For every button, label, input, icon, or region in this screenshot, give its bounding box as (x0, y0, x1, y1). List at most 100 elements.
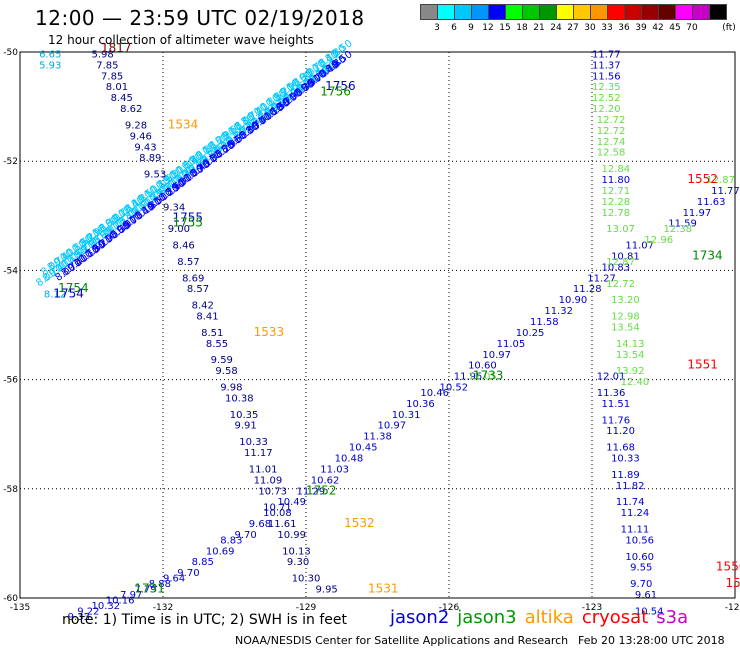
wave-height-value: 10.52 (439, 383, 468, 394)
wave-height-value: 10.30 (292, 574, 321, 585)
x-tick-label: -132 (153, 603, 173, 613)
wave-height-value: 9.33 (68, 612, 90, 623)
wave-height-value: 9.61 (635, 590, 657, 601)
pass-time-label: 1754 (58, 281, 89, 295)
wave-height-value: 11.95 (454, 372, 483, 383)
wave-height-value: 12.78 (602, 208, 631, 219)
wave-height-value: 10.45 (349, 443, 378, 454)
wave-height-value: 5.93 (39, 60, 61, 71)
scale-label: 42 (652, 23, 664, 33)
wave-height-value: 12.87 (706, 175, 735, 186)
scale-swatch (709, 4, 727, 20)
wave-height-value: 8.88 (149, 579, 171, 590)
wave-height-value: 11.11 (621, 524, 650, 535)
satellite-legend-item: s3a (656, 607, 689, 628)
footer-note: note: 1) Time is in UTC; 2) SWH is in fe… (62, 612, 348, 628)
wave-height-value: 10.73 (258, 486, 287, 497)
scale-unit: (ft) (722, 23, 736, 33)
wave-height-value: 9.43 (134, 142, 156, 153)
wave-height-value: 11.97 (683, 208, 712, 219)
wave-height-value: 10.35 (230, 410, 259, 421)
pass-time-label: 1755 (173, 210, 204, 224)
wave-height-value: 11.01 (249, 464, 278, 475)
scale-label: 6 (451, 23, 457, 33)
wave-height-value: 11.56 (592, 71, 621, 82)
page-title: 12:00 — 23:59 UTC 02/19/2018 (35, 6, 365, 30)
wave-height-value: 9.34 (163, 202, 185, 213)
x-tick-label: -123 (582, 603, 602, 613)
wave-height-value: 10.97 (378, 421, 407, 432)
wave-height-value: 9.98 (220, 383, 242, 394)
wave-height-value: 10.46 (420, 388, 449, 399)
wave-height-value: 11.37 (592, 60, 621, 71)
wave-height-value: 11.17 (244, 448, 273, 459)
wave-height-value: 9.64 (163, 574, 185, 585)
wave-height-value: 11.77 (592, 49, 621, 60)
pass-time-label: 1756 (325, 79, 356, 93)
wave-height-value: 11.29 (296, 486, 325, 497)
wave-height-value: 11.51 (602, 399, 631, 410)
pass-time-label: 1531 (368, 582, 399, 596)
wave-height-value: 11.61 (268, 519, 297, 530)
scale-label: 45 (669, 23, 681, 33)
wave-height-value: 9.55 (630, 563, 652, 574)
wave-height-value: 10.38 (225, 393, 254, 404)
wave-height-value: 7.85 (101, 71, 123, 82)
pass-time-label: 1756 (320, 85, 351, 99)
wave-height-value: 10.54 (635, 606, 664, 617)
wave-height-value: 7.85 (96, 60, 118, 71)
satellite-legend-item: jason2 (390, 607, 450, 628)
wave-height-value: 8.01 (106, 82, 128, 93)
wave-height-value: 13.54 (611, 322, 640, 333)
wave-height-value: 11.63 (697, 197, 726, 208)
wave-height-value: 11.74 (616, 497, 645, 508)
pass-time-label: 1731 (134, 582, 165, 596)
wave-height-value: 8.42 (192, 301, 214, 312)
wave-height-value: 7.97 (120, 590, 142, 601)
wave-height-value: 10.13 (282, 546, 311, 557)
wave-height-value: 8.69 (182, 273, 204, 284)
wave-height-value: 11.80 (602, 175, 631, 186)
x-tick-label: -120 (725, 603, 740, 613)
wave-height-value: 11.28 (573, 284, 602, 295)
scale-label: 24 (550, 23, 562, 33)
pass-time-label: 1549 (725, 576, 740, 590)
wave-height-value: 9.46 (130, 131, 152, 142)
wave-height-value: 10.48 (335, 454, 364, 465)
wave-height-value: 11.27 (587, 273, 616, 284)
scale-label: 12 (482, 23, 494, 33)
y-tick-label: -56 (3, 376, 18, 386)
wave-height-value: 12.58 (597, 148, 626, 159)
pass-time-label: 1552 (687, 172, 718, 186)
wave-height-value: 8.12 (44, 290, 66, 301)
wave-height-value: 10.97 (482, 350, 511, 361)
wave-height-value: 8.62 (120, 104, 142, 115)
wave-height-value: 12.20 (592, 104, 621, 115)
wave-height-value: 8.41 (196, 312, 218, 323)
wave-height-value: 11.09 (254, 475, 283, 486)
wave-height-value: 11.20 (606, 426, 635, 437)
wave-height-value: 12.96 (644, 235, 673, 246)
wave-height-value: 12.71 (602, 186, 631, 197)
y-tick-label: -52 (3, 157, 18, 167)
scale-label: 3 (434, 23, 440, 33)
satellite-legend-item: cryosat (581, 607, 649, 628)
wave-height-value: 11.03 (320, 464, 349, 475)
pass-time-label: 1817 (101, 41, 132, 55)
wave-height-value: 11.58 (530, 317, 559, 328)
satellite-legend-item: altika (524, 607, 574, 628)
y-tick-label: -60 (3, 594, 18, 604)
wave-height-value: 11.76 (602, 415, 631, 426)
wave-height-value: 12.52 (592, 93, 621, 104)
wave-height-value: 11.07 (625, 241, 654, 252)
scale-label: 18 (516, 23, 528, 33)
wave-height-value: 9.00 (168, 224, 190, 235)
wave-height-value: 12.72 (597, 126, 626, 137)
pass-time-label: 1755 (173, 216, 204, 230)
wave-height-value: 12.87 (606, 257, 635, 268)
wave-height-value: 12.35 (592, 82, 621, 93)
timestamp-text: Feb 20 13:28:00 UTC 2018 (578, 634, 725, 647)
wave-height-value: 9.68 (249, 519, 271, 530)
scale-label: 36 (618, 23, 630, 33)
